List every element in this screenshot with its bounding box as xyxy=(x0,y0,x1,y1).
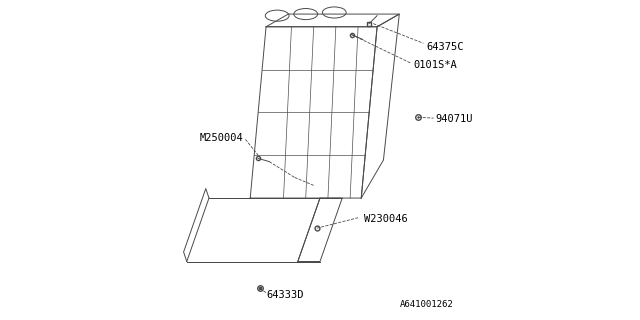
Text: 94071U: 94071U xyxy=(436,114,474,124)
Text: 0101S*A: 0101S*A xyxy=(413,60,458,70)
Text: M250004: M250004 xyxy=(200,133,244,143)
Text: W230046: W230046 xyxy=(364,214,408,224)
Text: 64375C: 64375C xyxy=(426,42,464,52)
Text: 64333D: 64333D xyxy=(266,290,303,300)
Text: A641001262: A641001262 xyxy=(399,300,453,309)
